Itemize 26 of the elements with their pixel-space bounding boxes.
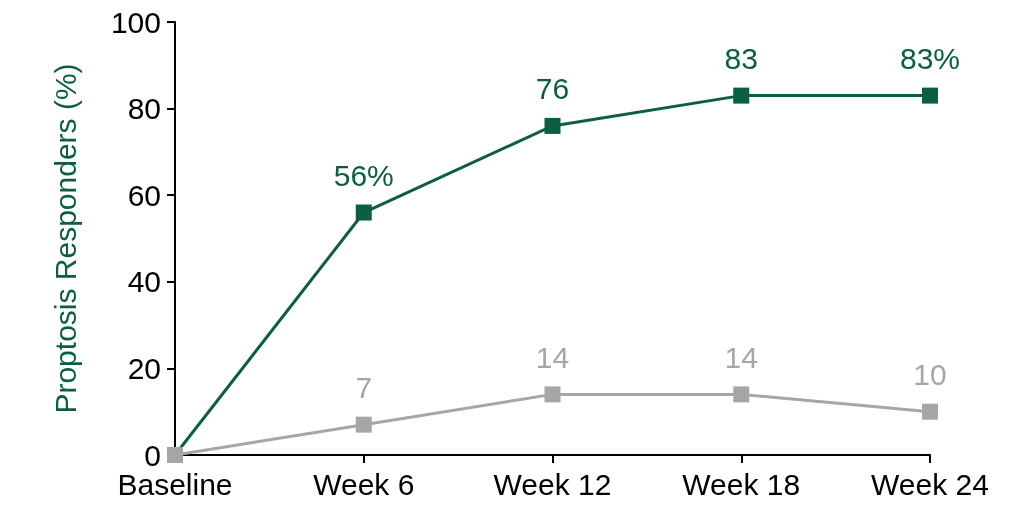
x-tick-label: Week 18: [682, 467, 801, 501]
y-tick-label: 60: [127, 178, 161, 212]
y-tick-label: 20: [127, 351, 161, 385]
data-label: 56%: [333, 159, 394, 193]
data-label: 83: [724, 42, 758, 76]
point: [733, 386, 750, 403]
point: [355, 204, 372, 221]
x-tick-label: Week 24: [871, 467, 989, 501]
data-label: 7: [355, 371, 373, 405]
y-axis-title: Proptosis Responders (%): [48, 63, 82, 414]
point: [733, 87, 750, 104]
data-label: 83%: [899, 42, 961, 76]
y-tick-label: 80: [127, 92, 161, 126]
data-label: 76: [535, 72, 570, 106]
x-tick-label: Week 12: [493, 467, 612, 501]
x-tick-label: Week 6: [313, 467, 415, 501]
data-label: 14: [535, 340, 570, 374]
point: [544, 117, 561, 134]
point: [355, 416, 372, 433]
data-label: 10: [913, 358, 947, 392]
data-label: 14: [724, 340, 758, 374]
y-tick-label: 100: [110, 5, 161, 39]
point: [544, 386, 561, 403]
y-tick-label: 40: [127, 265, 161, 299]
point: [922, 403, 938, 420]
point: [922, 87, 938, 104]
